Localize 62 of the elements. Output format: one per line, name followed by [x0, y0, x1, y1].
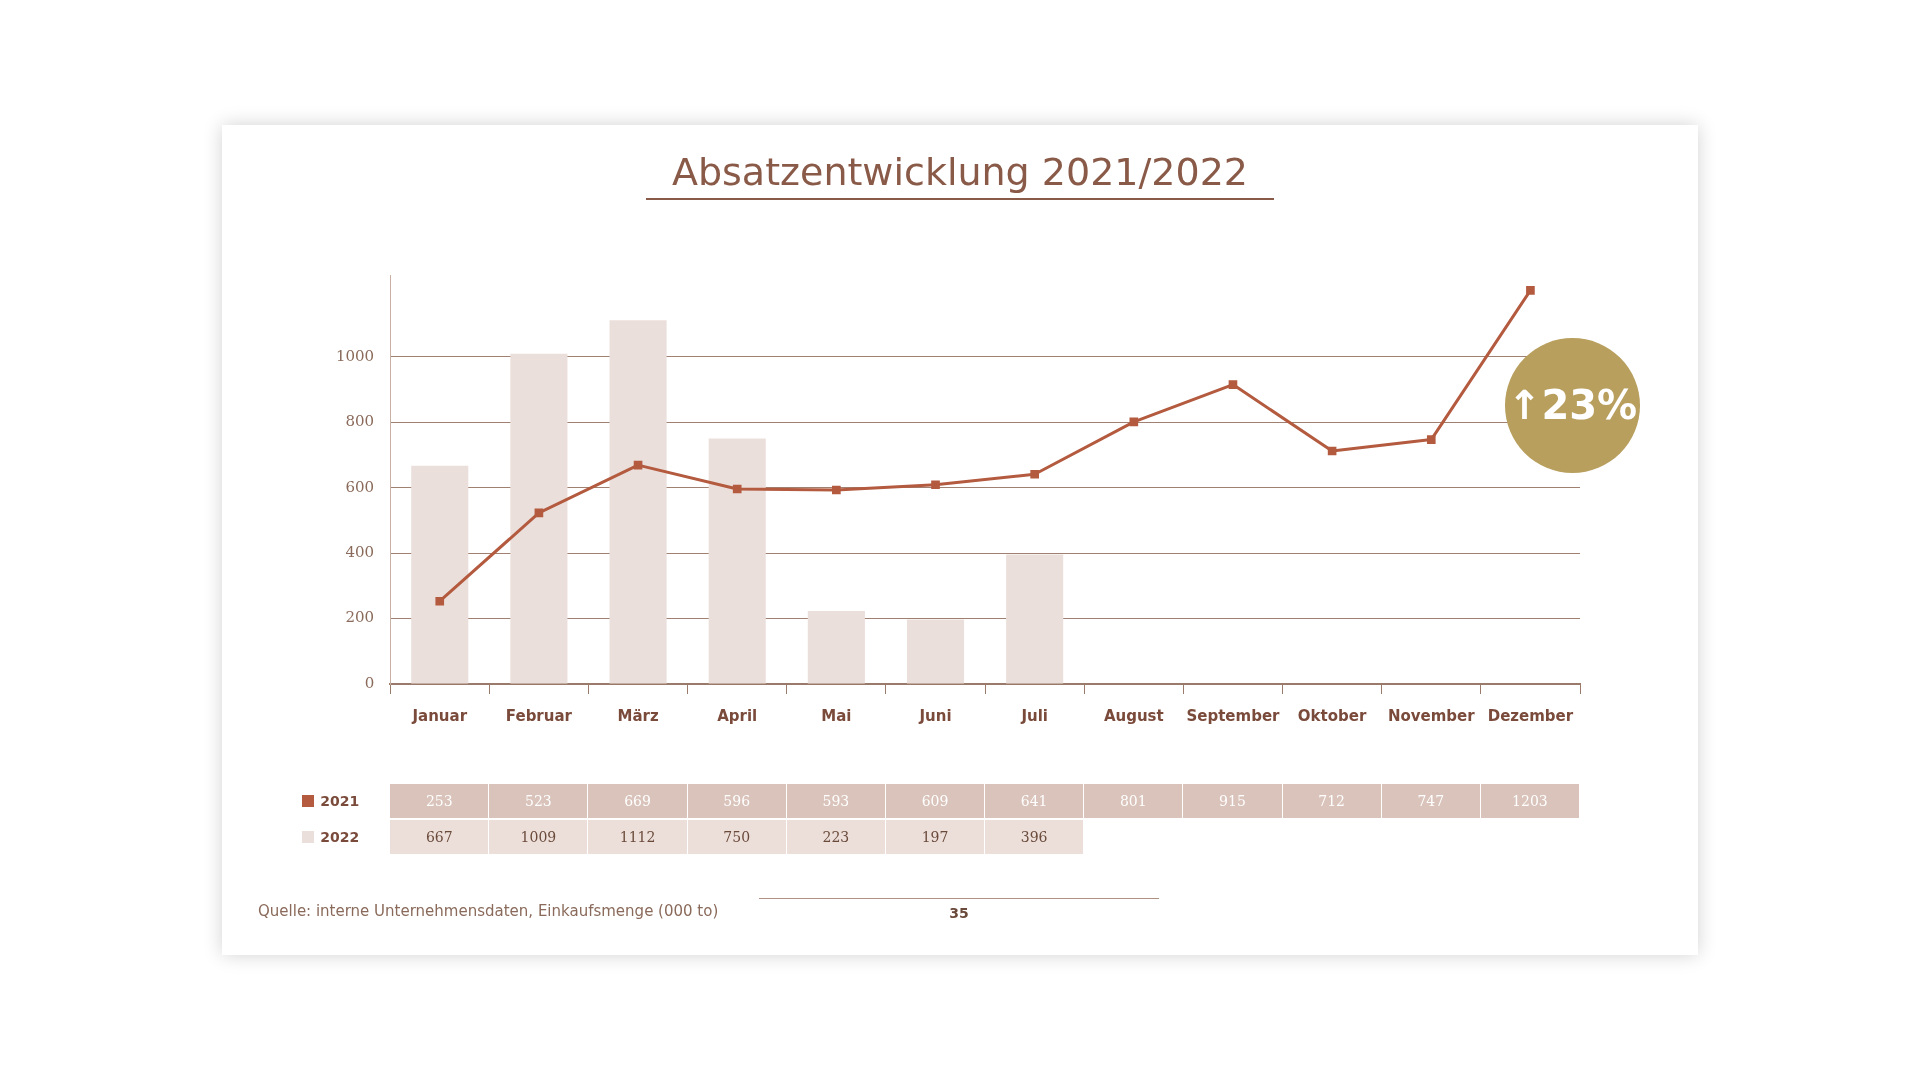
legend-label: 2022	[320, 828, 360, 847]
point	[1327, 446, 1337, 456]
point	[435, 596, 445, 606]
data-label: 593	[786, 784, 886, 818]
x-tick-label: Februar	[505, 706, 573, 725]
x-tick-label: Dezember	[1487, 706, 1574, 725]
data-label: 915	[1183, 784, 1283, 818]
point	[931, 480, 940, 490]
data-label: 253	[390, 784, 490, 818]
x-tick-label: März	[617, 706, 659, 725]
data-label: 750	[687, 820, 787, 854]
x-tick-label: Juli	[1020, 706, 1048, 725]
point	[732, 484, 742, 494]
y-tick-label: 0	[364, 673, 375, 692]
bar	[708, 438, 766, 684]
data-label: 223	[786, 820, 886, 854]
data-label: 747	[1381, 784, 1481, 818]
y-tick-label: 200	[345, 608, 375, 627]
y-tick-label: 1000	[335, 346, 375, 365]
point	[1129, 417, 1139, 427]
data-label: 1009	[489, 820, 589, 854]
data-label: 667	[390, 820, 490, 854]
x-tick-label: Januar	[411, 706, 468, 725]
data-label: 197	[885, 820, 986, 854]
source-note: Quelle: interne Unternehmensdaten, Einkaufsmenge (000 to)	[258, 902, 719, 920]
x-tick-label: August	[1103, 706, 1164, 725]
bar	[906, 619, 965, 684]
point	[633, 460, 643, 470]
data-label: 596	[687, 784, 787, 818]
point	[1030, 469, 1039, 479]
x-tick-label: September	[1186, 706, 1281, 725]
point	[1526, 286, 1535, 295]
annotation: ↑23%	[1505, 338, 1640, 473]
data-label: 1203	[1480, 784, 1580, 818]
x-tick-label: April	[717, 706, 758, 725]
y-tick-label: 400	[345, 543, 375, 562]
data-label: 523	[489, 784, 589, 818]
x-tick-label: November	[1387, 706, 1476, 725]
data-label: 641	[985, 784, 1085, 818]
x-tick-label: Juni	[918, 706, 952, 725]
point	[1228, 380, 1238, 389]
data-label: 712	[1282, 784, 1382, 818]
chart-title: Absatzentwicklung 2021/2022	[645, 150, 1275, 200]
data-label: 801	[1084, 784, 1184, 818]
y-tick-label: 600	[345, 477, 375, 496]
bar	[609, 320, 667, 684]
bar	[510, 353, 568, 684]
point	[1426, 435, 1436, 444]
data-label: 396	[985, 820, 1085, 854]
x-tick-label: Oktober	[1297, 706, 1367, 725]
text: 35	[759, 898, 1159, 921]
data-label: 669	[588, 784, 688, 818]
bar	[1006, 554, 1064, 684]
y-tick-label: 800	[345, 412, 375, 431]
x-tick-label: Mai	[821, 706, 852, 725]
point	[832, 485, 841, 495]
bar	[807, 611, 865, 684]
legend-label: 2021	[320, 792, 360, 811]
bar	[411, 465, 469, 684]
point	[534, 508, 544, 518]
data-label: 1112	[588, 820, 688, 854]
data-label: 609	[885, 784, 986, 818]
